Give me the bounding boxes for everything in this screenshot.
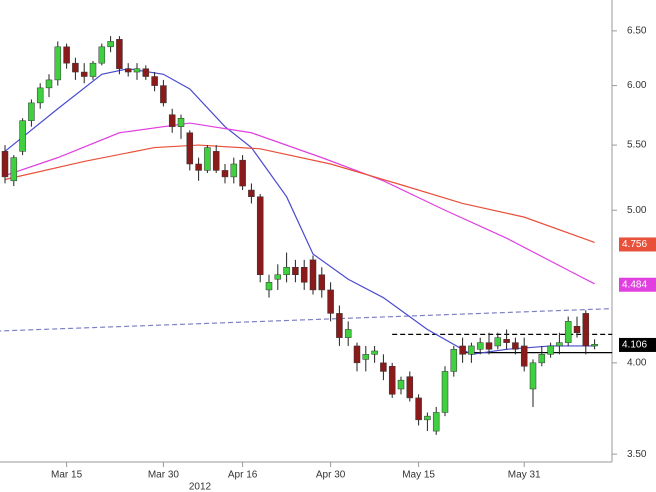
candle-body [256, 196, 264, 275]
candle-body [195, 163, 202, 171]
candle-body [476, 342, 484, 350]
candle-body [124, 68, 132, 73]
candle-body [89, 62, 97, 77]
candle-body [512, 342, 519, 350]
last-value-label: 4.106 [622, 340, 647, 351]
candle-body [573, 325, 581, 333]
y-tick-label: 6.00 [627, 80, 647, 91]
x-tick-label: Apr 30 [316, 470, 346, 481]
moving-average-line [4, 122, 595, 285]
candle-body [292, 267, 299, 275]
candle-body [54, 46, 62, 81]
y-tick-label: 5.50 [627, 140, 647, 151]
candle-body [1, 151, 9, 178]
candle-body [133, 68, 141, 73]
y-tick-label: 6.50 [627, 25, 647, 36]
candle-body [239, 159, 246, 187]
candle-body [450, 349, 458, 372]
candle-body [380, 362, 387, 372]
candle-body [591, 344, 598, 347]
x-tick-label: May 15 [402, 470, 435, 481]
candle-body [520, 345, 528, 367]
last-value-label: 4.756 [622, 239, 647, 250]
candle-body [168, 114, 176, 127]
candle-body [274, 274, 282, 280]
candle-body [459, 345, 466, 355]
candle-body [45, 79, 53, 89]
candle-body [441, 371, 449, 413]
candle-body [327, 289, 334, 314]
candle-body [371, 350, 378, 355]
last-value-box [619, 237, 656, 252]
candle-body [177, 118, 185, 127]
last-value-label: 4.484 [622, 279, 647, 290]
y-tick-label: 4.00 [627, 357, 647, 368]
candle-body [221, 170, 229, 178]
reference-line [0, 308, 613, 332]
candle-body [160, 85, 167, 104]
candle-body [503, 339, 510, 343]
x-tick-label: Mar 15 [51, 470, 83, 481]
candle-body [318, 274, 326, 291]
candle-body [529, 362, 537, 390]
candle-body [19, 120, 26, 152]
candle-body [388, 366, 396, 395]
candle-body [362, 354, 370, 360]
candle-body [556, 342, 563, 347]
candle-body [248, 189, 255, 197]
last-value-box [619, 277, 656, 292]
candle-body [344, 329, 352, 338]
candle-body [151, 76, 158, 86]
candle-body [415, 397, 422, 421]
x-sublabel: 2012 [189, 482, 212, 492]
x-tick-label: Mar 30 [148, 470, 180, 481]
candle-body [142, 68, 150, 77]
candle-body [283, 267, 290, 275]
moving-average-line [4, 144, 595, 244]
candle-body [309, 259, 317, 291]
x-tick-label: Apr 16 [228, 470, 258, 481]
candle-body [432, 412, 440, 432]
candle-body [564, 321, 572, 343]
candle-body [468, 345, 475, 355]
candle-body [204, 147, 211, 171]
candle-body [230, 163, 238, 178]
candle-body [80, 71, 88, 77]
candle-body [300, 267, 308, 283]
last-value-box [619, 337, 656, 352]
candle-body [212, 151, 220, 171]
candle-body [336, 313, 343, 338]
candle-body [98, 46, 106, 64]
candle-body [63, 46, 70, 64]
candle-body [10, 157, 18, 182]
y-tick-label: 3.50 [627, 449, 647, 460]
candle-body [28, 102, 35, 121]
candle-body [494, 337, 502, 347]
candle-body [107, 41, 114, 48]
candle-body [116, 39, 123, 69]
candle-body [406, 376, 414, 399]
candle-body [186, 132, 194, 165]
candle-body [265, 282, 273, 291]
candle-body [424, 415, 431, 421]
candle-body [397, 379, 405, 390]
y-tick-label: 5.00 [627, 205, 647, 216]
candle-body [582, 313, 590, 347]
candle-body [485, 342, 493, 350]
candle-body [36, 87, 44, 104]
candle-body [547, 345, 554, 355]
candle-body [538, 354, 546, 364]
candle-body [353, 345, 361, 364]
x-tick-label: May 31 [508, 470, 541, 481]
candle-body [72, 62, 79, 73]
